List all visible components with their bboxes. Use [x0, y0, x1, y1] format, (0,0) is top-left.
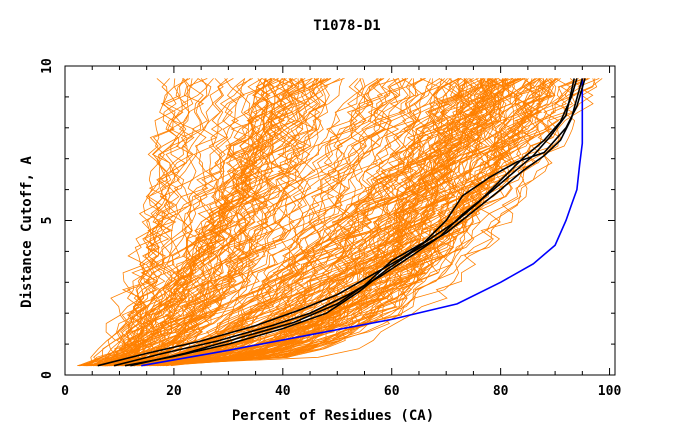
- background-model-curve: [113, 78, 184, 367]
- background-model-curve: [88, 78, 208, 366]
- background-model-curve: [80, 78, 272, 367]
- x-tick-label: 100: [598, 384, 622, 399]
- background-model-curve: [131, 78, 318, 367]
- highlight-model-curve: [113, 78, 575, 367]
- background-model-curve: [93, 78, 286, 367]
- x-tick-label: 40: [275, 384, 291, 399]
- background-model-curve: [145, 78, 409, 367]
- background-model-curve: [104, 78, 512, 367]
- background-model-curve: [150, 78, 535, 367]
- background-model-curve: [104, 78, 542, 367]
- background-model-curve: [144, 78, 571, 367]
- background-model-curve: [134, 78, 492, 367]
- background-model-curve: [113, 78, 480, 367]
- background-model-curve: [111, 78, 173, 367]
- background-model-curves: [77, 78, 603, 367]
- background-model-curve: [149, 78, 413, 367]
- background-model-curve: [165, 78, 329, 367]
- background-model-curve: [115, 78, 177, 366]
- background-model-curve: [104, 78, 514, 367]
- background-model-curve: [144, 78, 598, 367]
- y-axis-label: Distance Cutoff, A: [19, 156, 35, 308]
- background-model-curve: [138, 78, 425, 367]
- highlighted-model-curves: [97, 78, 586, 367]
- background-model-curve: [103, 78, 603, 367]
- background-model-curve: [134, 78, 523, 367]
- background-model-curve: [134, 78, 525, 367]
- background-model-curve: [115, 78, 382, 367]
- background-model-curve: [104, 78, 494, 367]
- background-model-curve: [154, 78, 343, 366]
- background-model-curve: [115, 78, 251, 367]
- background-model-curve: [105, 78, 519, 367]
- y-tick-label: 10: [40, 58, 55, 74]
- background-model-curve: [147, 78, 379, 367]
- y-tick-label: 5: [40, 217, 55, 225]
- background-model-curve: [101, 78, 284, 367]
- background-model-curve: [77, 78, 364, 367]
- background-model-curve: [100, 78, 287, 367]
- background-model-curve: [90, 78, 319, 367]
- axis-ticks: 0 20 40 60 80 100 0 5 10: [40, 58, 621, 399]
- background-model-curve: [144, 78, 525, 367]
- highlight-model-curve: [97, 78, 578, 367]
- background-model-curve: [86, 78, 191, 367]
- x-tick-label: 80: [493, 384, 509, 399]
- background-model-curve: [107, 78, 190, 367]
- background-model-curve: [87, 78, 332, 367]
- background-model-curve: [104, 78, 307, 367]
- background-model-curve: [82, 78, 253, 367]
- background-model-curve: [150, 78, 493, 367]
- background-model-curve: [126, 78, 553, 367]
- background-model-curve: [126, 78, 554, 367]
- highlight-model-curve: [130, 78, 586, 367]
- background-model-curve: [131, 78, 579, 367]
- background-model-curve: [129, 78, 509, 367]
- best-model-curve: [141, 78, 584, 367]
- y-tick-label: 0: [40, 371, 55, 379]
- background-model-curve: [135, 78, 505, 367]
- background-model-curve: [96, 78, 383, 367]
- background-model-curve: [142, 78, 541, 367]
- background-model-curve: [143, 78, 382, 367]
- background-model-curve: [158, 78, 276, 367]
- background-model-curve: [131, 78, 267, 366]
- background-model-curve: [113, 78, 331, 367]
- background-model-curve: [107, 78, 246, 367]
- background-model-curve: [149, 78, 541, 367]
- background-model-curve: [105, 78, 262, 367]
- background-model-curve: [89, 78, 485, 367]
- background-model-curve: [90, 78, 214, 366]
- background-model-curve: [90, 78, 446, 367]
- x-tick-label: 20: [166, 384, 182, 399]
- background-model-curve: [123, 78, 325, 367]
- x-tick-label: 60: [384, 384, 400, 399]
- background-model-curve: [94, 78, 409, 367]
- background-model-curve: [140, 78, 399, 367]
- highlight-model-curve: [124, 78, 584, 367]
- background-model-curve: [111, 78, 469, 367]
- background-model-curve: [91, 78, 441, 367]
- x-tick-label: 0: [61, 384, 69, 399]
- chart-title: T1078-D1: [313, 18, 380, 34]
- background-model-curve: [126, 78, 398, 367]
- background-model-curve: [114, 78, 600, 367]
- background-model-curve: [134, 78, 548, 367]
- background-model-curve: [114, 78, 212, 367]
- background-model-curve: [166, 78, 441, 367]
- background-model-curve: [92, 78, 276, 367]
- background-model-curve: [142, 78, 425, 367]
- x-axis-label: Percent of Residues (CA): [232, 408, 434, 424]
- background-model-curve: [156, 78, 362, 367]
- background-model-curve: [126, 78, 589, 367]
- background-model-curve: [157, 78, 490, 367]
- background-model-curve: [92, 78, 558, 367]
- background-model-curve: [112, 78, 195, 366]
- background-model-curve: [111, 78, 193, 366]
